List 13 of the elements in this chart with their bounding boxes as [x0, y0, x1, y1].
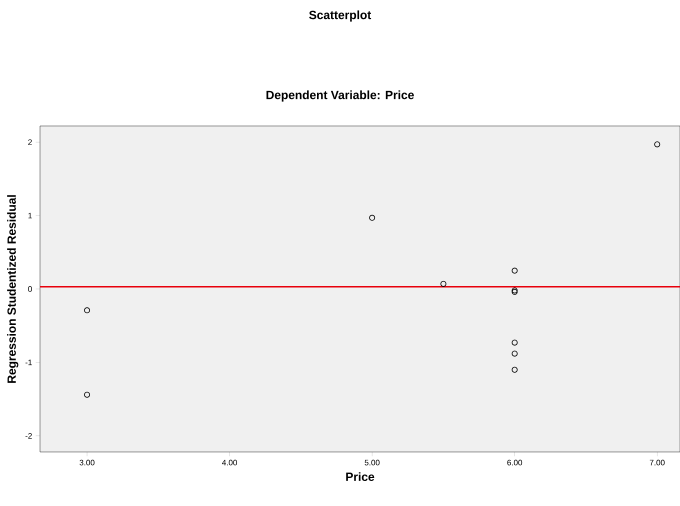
- point: [440, 280, 446, 287]
- point: [512, 350, 518, 357]
- chart-title: Scatterplot: [309, 10, 372, 22]
- x-axis-title: Price: [346, 472, 374, 482]
- point: [84, 307, 90, 314]
- y-axis-title: Regression Studentized Residual: [7, 195, 18, 383]
- point: [654, 141, 660, 148]
- point: [512, 366, 518, 373]
- chart-subtitle: Dependent Variable: Price: [266, 90, 414, 102]
- point: [369, 214, 376, 221]
- point: [84, 392, 90, 398]
- point: [512, 268, 518, 274]
- point: [512, 340, 518, 346]
